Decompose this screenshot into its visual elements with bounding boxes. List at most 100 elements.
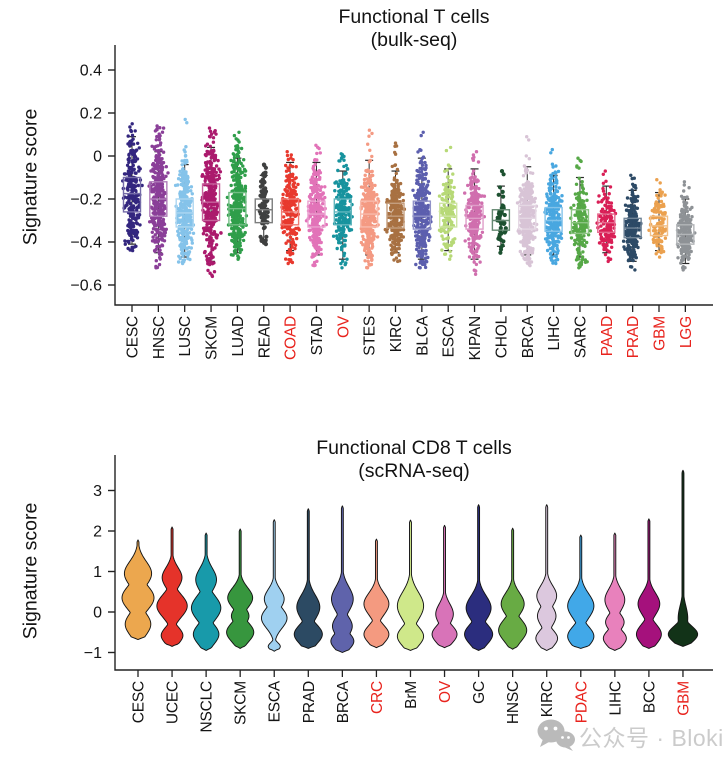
violin-OV: OV [431, 524, 458, 703]
x-label-BrM: BrM [403, 681, 420, 709]
bulk-column-COAD: COAD [280, 150, 302, 360]
violin-BCC: BCC [635, 518, 662, 713]
svg-text:−0.4: −0.4 [70, 235, 102, 252]
x-label-READ: READ [256, 316, 273, 358]
x-label-KIPAN: KIPAN [467, 316, 484, 360]
x-label-CESC: CESC [131, 681, 148, 723]
violin-UCEC: UCEC [156, 526, 188, 724]
bulk-column-PRAD: PRAD [621, 173, 643, 358]
watermark-text: 公众号 · Bloki [579, 725, 724, 751]
x-label-ESCA: ESCA [441, 315, 458, 357]
sc-chart-title: Functional CD8 T cells (scRNA-seq) [115, 437, 713, 483]
x-label-PDAC: PDAC [573, 681, 590, 723]
bulk-column-LIHC: LIHC [543, 147, 564, 351]
svg-text:0.4: 0.4 [80, 63, 102, 80]
bulk-title-line1: Functional T cells [338, 6, 490, 28]
x-label-PAAD: PAAD [599, 316, 616, 356]
bulk-y-axis-label: Signature score [19, 108, 42, 246]
bulk-column-BLCA: BLCA [411, 130, 433, 356]
bulk-column-CHOL: CHOL [491, 169, 510, 358]
bulk-column-SKCM: SKCM [200, 126, 223, 360]
violin-CRC: CRC [363, 538, 390, 714]
violin-NSCLC: NSCLC [190, 532, 222, 733]
x-label-LUAD: LUAD [230, 316, 247, 357]
bulk-column-SARC: SARC [568, 156, 593, 358]
violin-ESCA: ESCA [260, 519, 288, 722]
x-label-KIRC: KIRC [539, 681, 556, 717]
bulk-column-PAAD: PAAD [595, 169, 618, 356]
watermark: 公众号 · Bloki [536, 718, 724, 754]
bulk-column-KIPAN: KIPAN [463, 150, 487, 360]
bulk-column-STAD: STAD [304, 143, 328, 355]
violin-CESC: CESC [121, 539, 155, 723]
x-label-LIHC: LIHC [546, 316, 563, 351]
bulk-column-KIRC: KIRC [383, 141, 407, 352]
x-label-ESCA: ESCA [267, 680, 284, 722]
bulk-seq-plot: 0.4 0.2 0 −0.2 −0.4 −0.6 CESC HNSC LUSC SKCM LUAD R… [70, 45, 713, 360]
violin-LIHC: LIHC [602, 532, 627, 716]
x-label-GC: GC [471, 681, 488, 704]
x-label-CRC: CRC [369, 681, 386, 714]
x-label-LGG: LGG [678, 316, 695, 348]
axis-lines [114, 455, 713, 671]
sc-y-axis-label: Signature score [19, 502, 42, 640]
violin-HNSC: HNSC [498, 527, 528, 724]
svg-text:0.2: 0.2 [80, 106, 102, 123]
x-label-UCEC: UCEC [165, 681, 182, 724]
x-label-CHOL: CHOL [493, 315, 510, 358]
x-label-NSCLC: NSCLC [199, 681, 216, 733]
x-label-KIRC: KIRC [388, 316, 405, 352]
bulk-title-line2: (bulk-seq) [370, 29, 458, 51]
bulk-column-HNSC: HNSC [147, 124, 170, 359]
x-label-LIHC: LIHC [607, 681, 624, 716]
sc-title-line1: Functional CD8 T cells [316, 437, 512, 459]
violin-BRCA: BRCA [330, 505, 355, 723]
wechat-icon [537, 719, 575, 751]
violin-GC: GC [464, 504, 494, 704]
violin-PRAD: PRAD [293, 508, 323, 723]
x-label-COAD: COAD [283, 316, 300, 360]
bulk-column-READ: READ [254, 162, 273, 358]
violin-BrM: BrM [396, 519, 425, 709]
x-label-SKCM: SKCM [204, 316, 221, 360]
bulk-column-GBM: GBM [647, 178, 669, 351]
axis-lines [114, 45, 713, 306]
x-label-HNSC: HNSC [151, 316, 168, 359]
x-label-BRCA: BRCA [335, 680, 352, 723]
bulk-column-LUSC: LUSC [173, 117, 196, 357]
bulk-column-STES: STES [359, 128, 381, 356]
bulk-column-ESCA: ESCA [437, 145, 458, 357]
bulk-column-LGG: LGG [675, 180, 697, 348]
svg-text:−0.6: −0.6 [70, 278, 102, 295]
svg-text:0: 0 [93, 149, 102, 166]
x-label-BRCA: BRCA [520, 315, 537, 358]
x-label-OV: OV [437, 680, 454, 703]
x-label-BLCA: BLCA [414, 315, 431, 356]
bulk-column-LUAD: LUAD [225, 130, 249, 357]
x-label-HNSC: HNSC [505, 681, 522, 724]
x-label-OV: OV [335, 315, 352, 338]
svg-text:−0.2: −0.2 [70, 192, 102, 209]
bulk-column-CESC: CESC [121, 122, 144, 358]
x-label-GBM: GBM [652, 316, 669, 351]
x-label-PRAD: PRAD [625, 316, 642, 358]
bulk-column-OV: OV [331, 152, 354, 338]
x-label-GBM: GBM [675, 681, 692, 716]
sc-title-line2: (scRNA-seq) [358, 460, 470, 482]
violin-SKCM: SKCM [226, 528, 255, 725]
x-label-SKCM: SKCM [233, 681, 250, 725]
x-label-PRAD: PRAD [301, 681, 318, 723]
x-label-STAD: STAD [309, 316, 326, 355]
y-axis-ticks: 0.4 0.2 0 −0.2 −0.4 −0.6 [70, 63, 115, 295]
x-label-BCC: BCC [641, 681, 658, 713]
x-label-CESC: CESC [125, 316, 142, 358]
x-label-SARC: SARC [572, 316, 589, 358]
bulk-chart-title: Functional T cells (bulk-seq) [115, 6, 713, 52]
x-label-STES: STES [362, 316, 379, 356]
violin-GBM: GBM [667, 469, 699, 716]
x-label-LUSC: LUSC [177, 316, 194, 357]
